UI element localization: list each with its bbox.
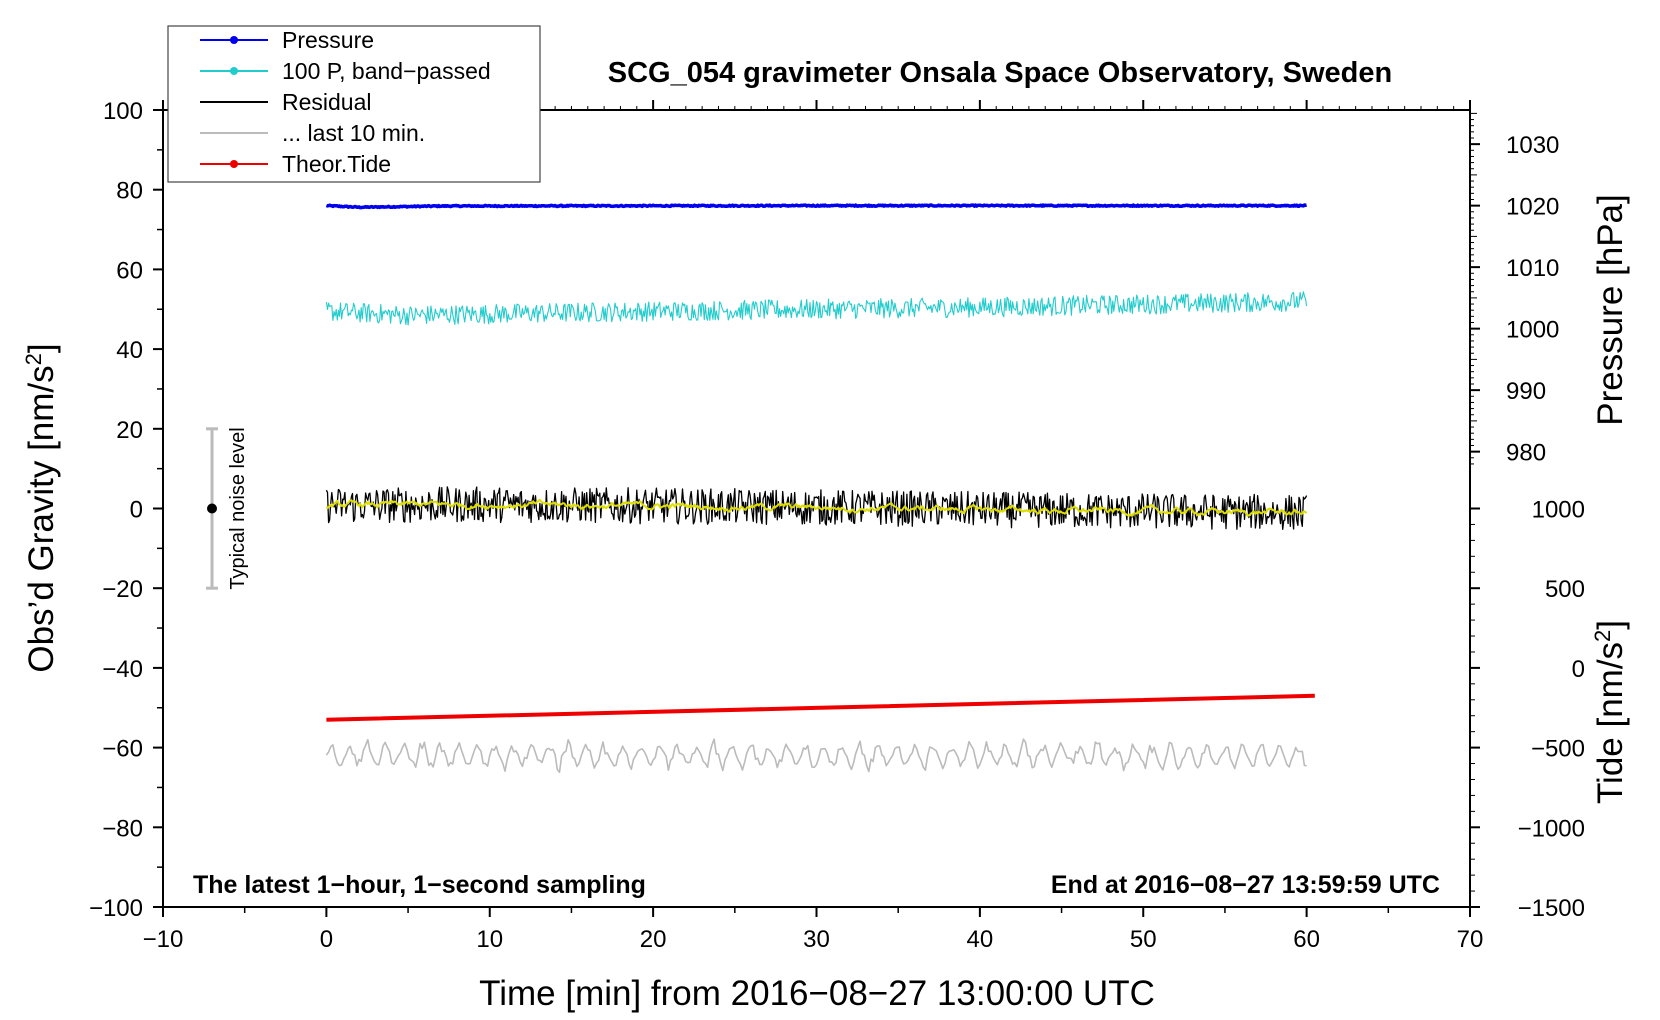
tide-label-sup: 2 [1590,630,1615,642]
tide-tick-label: 500 [1545,576,1585,603]
x-axis-label: Time [min] from 2016−08−27 13:00:00 UTC [479,974,1155,1013]
series-residual [325,486,1308,531]
legend-marker [230,36,238,44]
tide-tick-label: −500 [1531,736,1585,763]
legend-label: Residual [282,89,372,115]
tide-tick-label: 0 [1572,656,1585,683]
y-axis-label-pressure: Pressure [hPa] [1591,194,1630,426]
tide-label-close: ] [1591,620,1630,630]
tide-tick-label: 1000 [1532,497,1585,524]
annotation-right: End at 2016−08−27 13:59:59 UTC [1051,871,1440,899]
legend-marker [230,67,238,75]
y-tick-label: 100 [103,98,143,125]
x-tick-label: 30 [803,926,830,953]
y-axis-label-gravity: Obs’d Gravity [nm/s2] [21,343,62,672]
y-tick-label: 20 [116,417,143,444]
pressure-tick-label: 1010 [1506,255,1559,282]
y-tick-label: 60 [116,257,143,284]
x-tick-label: 40 [967,926,994,953]
tide-tick-label: −1000 [1518,815,1585,842]
annotation-left: The latest 1−hour, 1−second sampling [193,871,646,899]
series-last-10-min [325,738,1307,774]
legend-label: Pressure [282,27,374,53]
legend-label: Theor.Tide [282,151,391,177]
y-axis-label-tide: Tide [nm/s2] [1590,620,1631,804]
series-group [325,203,1315,774]
x-tick-label: 50 [1130,926,1157,953]
noise-center-dot [207,503,218,514]
gravity-label-sup: 2 [21,353,46,365]
y-tick-label: 0 [130,497,143,524]
gravity-label-close: ] [22,343,61,353]
gravity-label-text: Obs’d Gravity [nm/s [22,365,61,672]
pressure-tick-label: 1030 [1506,132,1559,159]
y-axis-gravity: −100 −80 −60 −40 −20 0 20 40 60 80 100 [89,98,163,922]
legend: Pressure 100 P, band−passed Residual ... la… [167,25,541,183]
y-tick-label: −60 [102,736,143,763]
series-residual-smoothed [325,498,1308,517]
y-tick-label: 80 [116,178,143,205]
tide-tick-label: −1500 [1518,895,1585,922]
pressure-tick-label: 1000 [1506,317,1559,344]
pressure-tick-label: 1020 [1506,194,1559,221]
noise-level-indicator: Typical noise level [206,427,249,590]
y-tick-label: −80 [102,815,143,842]
x-tick-label: 10 [476,926,503,953]
y-tick-label: −20 [102,576,143,603]
noise-label: Typical noise level [227,427,249,589]
legend-label: 100 P, band−passed [282,58,491,84]
series-pressure [325,203,1308,210]
y-axis-tide: −1500 −1000 −500 0 500 1000 [1470,497,1585,922]
x-tick-label: −10 [143,926,184,953]
pressure-tick-label: 990 [1506,378,1546,405]
chart-title: SCG_054 gravimeter Onsala Space Observat… [608,57,1392,89]
x-tick-label: 70 [1457,926,1484,953]
series-100-p-band-passed [325,291,1308,326]
series-theor-tide [326,693,1315,722]
x-tick-label: 20 [640,926,667,953]
tide-label-text: Tide [nm/s [1591,642,1630,804]
legend-label: ... last 10 min. [282,120,425,146]
y-tick-label: −40 [102,656,143,683]
pressure-tick-label: 980 [1506,440,1546,467]
x-axis: −10 0 10 20 30 40 50 60 70 [143,100,1484,953]
x-tick-label: 60 [1293,926,1320,953]
x-tick-label: 0 [320,926,333,953]
y-tick-label: −100 [89,895,143,922]
legend-box [167,25,541,183]
y-axis-pressure: 980 990 1000 1010 1020 1030 [1470,112,1559,467]
y-tick-label: 40 [116,337,143,364]
legend-marker [230,160,238,168]
